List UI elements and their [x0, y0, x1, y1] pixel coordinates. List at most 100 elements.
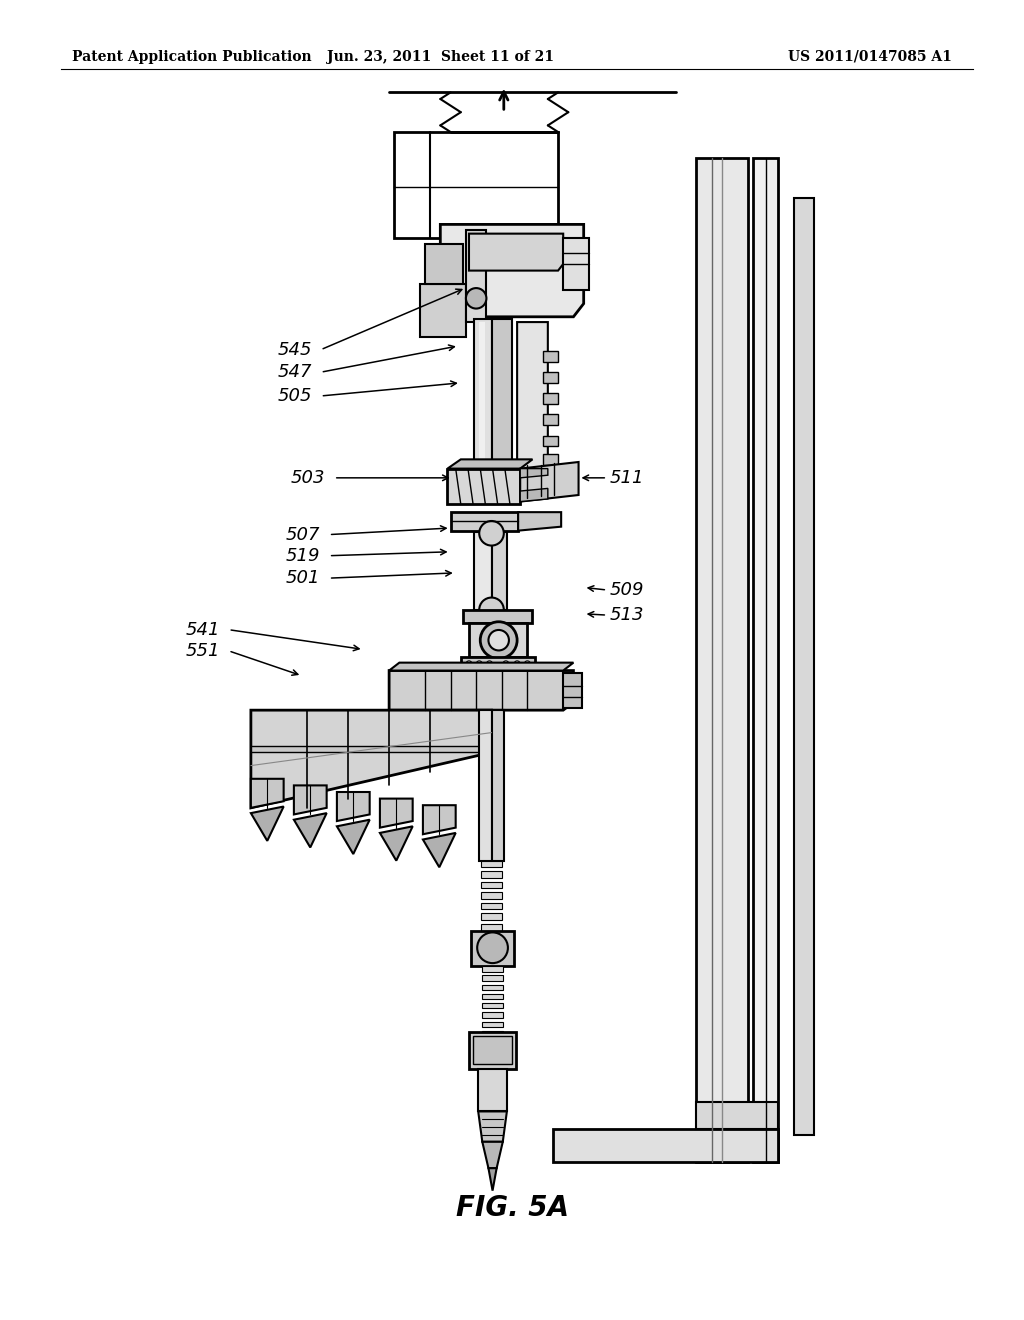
- Polygon shape: [492, 319, 512, 502]
- Circle shape: [480, 622, 517, 659]
- Polygon shape: [337, 820, 370, 854]
- Polygon shape: [696, 158, 748, 1162]
- Polygon shape: [466, 230, 486, 322]
- Polygon shape: [482, 975, 503, 981]
- Polygon shape: [394, 132, 558, 238]
- Polygon shape: [478, 1111, 507, 1142]
- Text: 513: 513: [609, 606, 644, 624]
- Polygon shape: [482, 1022, 503, 1027]
- Polygon shape: [447, 459, 532, 469]
- Text: 509: 509: [609, 581, 644, 599]
- Polygon shape: [294, 813, 327, 847]
- Polygon shape: [482, 985, 503, 990]
- Circle shape: [488, 630, 509, 651]
- Polygon shape: [425, 244, 463, 284]
- Polygon shape: [543, 393, 558, 404]
- Circle shape: [479, 521, 504, 545]
- Polygon shape: [440, 224, 584, 317]
- Polygon shape: [461, 657, 535, 671]
- Polygon shape: [479, 710, 492, 861]
- Polygon shape: [563, 238, 589, 290]
- Polygon shape: [481, 924, 502, 931]
- Circle shape: [479, 598, 504, 622]
- Polygon shape: [474, 532, 492, 610]
- Polygon shape: [481, 903, 502, 909]
- Text: 541: 541: [185, 620, 220, 639]
- Polygon shape: [473, 1036, 512, 1064]
- Polygon shape: [251, 779, 284, 808]
- Text: 551: 551: [185, 642, 220, 660]
- Polygon shape: [481, 861, 502, 867]
- Polygon shape: [481, 892, 502, 899]
- Polygon shape: [518, 512, 561, 531]
- Text: Patent Application Publication: Patent Application Publication: [72, 50, 311, 63]
- Polygon shape: [794, 198, 814, 1135]
- Polygon shape: [389, 671, 573, 710]
- Polygon shape: [463, 610, 532, 623]
- Text: 511: 511: [609, 469, 644, 487]
- Polygon shape: [543, 436, 558, 446]
- Text: 505: 505: [278, 387, 312, 405]
- Polygon shape: [380, 799, 413, 828]
- Text: 503: 503: [291, 469, 326, 487]
- Polygon shape: [696, 1102, 778, 1129]
- Polygon shape: [543, 414, 558, 425]
- Circle shape: [466, 288, 486, 309]
- Text: US 2011/0147085 A1: US 2011/0147085 A1: [788, 50, 952, 63]
- Polygon shape: [753, 158, 778, 1162]
- Polygon shape: [492, 710, 504, 861]
- Text: 501: 501: [286, 569, 321, 587]
- Polygon shape: [447, 469, 520, 504]
- Polygon shape: [423, 833, 456, 867]
- Polygon shape: [294, 785, 327, 814]
- Polygon shape: [543, 372, 558, 383]
- Polygon shape: [520, 488, 548, 502]
- Polygon shape: [481, 882, 502, 888]
- Polygon shape: [543, 454, 558, 465]
- Polygon shape: [251, 807, 284, 841]
- Text: Jun. 23, 2011  Sheet 11 of 21: Jun. 23, 2011 Sheet 11 of 21: [327, 50, 554, 63]
- Circle shape: [503, 661, 509, 667]
- Polygon shape: [251, 710, 492, 808]
- Text: 545: 545: [278, 341, 312, 359]
- Polygon shape: [482, 1012, 503, 1018]
- Polygon shape: [389, 663, 573, 671]
- Polygon shape: [488, 1168, 497, 1191]
- Text: 547: 547: [278, 363, 312, 381]
- Polygon shape: [482, 1142, 503, 1168]
- Polygon shape: [420, 284, 466, 337]
- Polygon shape: [474, 319, 492, 502]
- Polygon shape: [478, 1069, 507, 1111]
- Polygon shape: [520, 469, 548, 478]
- Circle shape: [477, 932, 508, 964]
- Polygon shape: [471, 931, 514, 966]
- Circle shape: [514, 661, 520, 667]
- Polygon shape: [482, 994, 503, 999]
- Polygon shape: [479, 322, 485, 499]
- Polygon shape: [482, 1031, 503, 1036]
- Polygon shape: [469, 1032, 516, 1069]
- Polygon shape: [553, 1129, 778, 1162]
- Text: 507: 507: [286, 525, 321, 544]
- Polygon shape: [380, 826, 413, 861]
- Polygon shape: [543, 351, 558, 362]
- Circle shape: [466, 661, 472, 667]
- Text: 519: 519: [286, 546, 321, 565]
- Polygon shape: [469, 234, 563, 271]
- Circle shape: [476, 661, 482, 667]
- Polygon shape: [517, 322, 548, 475]
- Polygon shape: [337, 792, 370, 821]
- Polygon shape: [520, 462, 579, 502]
- Polygon shape: [469, 623, 527, 657]
- Polygon shape: [423, 805, 456, 834]
- Polygon shape: [451, 512, 518, 531]
- Polygon shape: [481, 871, 502, 878]
- Polygon shape: [563, 673, 582, 708]
- Polygon shape: [251, 746, 492, 752]
- Text: FIG. 5A: FIG. 5A: [456, 1193, 568, 1222]
- Circle shape: [524, 661, 530, 667]
- Polygon shape: [482, 1003, 503, 1008]
- Polygon shape: [482, 966, 503, 972]
- Polygon shape: [492, 532, 507, 610]
- Polygon shape: [481, 913, 502, 920]
